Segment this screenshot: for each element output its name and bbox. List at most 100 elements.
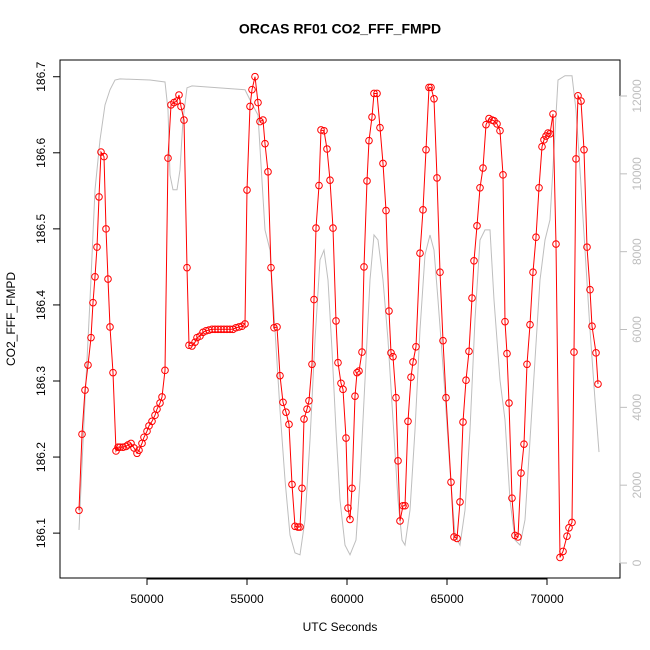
data-point xyxy=(312,224,320,232)
data-point xyxy=(296,523,304,531)
data-point xyxy=(334,358,342,367)
data-point xyxy=(568,518,576,527)
data-point xyxy=(517,469,525,477)
data-point xyxy=(358,348,366,356)
data-point xyxy=(205,326,213,334)
data-point xyxy=(243,186,251,194)
x-axis-label: UTC Seconds xyxy=(303,620,378,634)
y-tick-label: 186.7 xyxy=(34,61,48,91)
data-point xyxy=(493,120,501,128)
data-point xyxy=(588,322,596,331)
data-point xyxy=(365,136,373,145)
data-point xyxy=(185,341,193,350)
data-point xyxy=(346,515,354,524)
x-tick-label: 50000 xyxy=(130,592,164,606)
data-point xyxy=(453,534,461,543)
data-point xyxy=(419,206,427,214)
data-point xyxy=(447,478,455,486)
data-point xyxy=(298,484,306,493)
data-point xyxy=(399,501,407,510)
data-point xyxy=(505,399,513,407)
y2-tick-label: 8000 xyxy=(630,238,644,265)
data-point xyxy=(592,349,600,357)
data-point xyxy=(538,142,546,151)
data-point xyxy=(267,263,275,272)
data-point xyxy=(570,348,578,356)
data-point xyxy=(499,171,507,179)
data-point xyxy=(303,405,311,413)
data-point xyxy=(102,225,110,233)
series-line xyxy=(78,75,600,557)
y-tick-label: 186.4 xyxy=(34,290,48,320)
data-point xyxy=(251,72,259,81)
data-point xyxy=(109,368,117,377)
data-point xyxy=(223,325,231,334)
data-point xyxy=(526,320,534,329)
data-point xyxy=(427,83,435,92)
y2-tick-label: 6000 xyxy=(630,316,644,343)
data-point xyxy=(294,523,302,531)
data-point xyxy=(248,85,256,94)
data-point xyxy=(104,275,112,283)
data-point xyxy=(529,268,537,277)
data-point xyxy=(270,323,278,332)
y2-tick-label: 0 xyxy=(630,559,644,566)
data-point xyxy=(191,338,199,346)
data-point xyxy=(116,443,124,451)
x-tick-label: 55000 xyxy=(230,592,264,606)
data-point xyxy=(425,83,433,92)
x-tick-label: 70000 xyxy=(530,592,564,606)
data-point xyxy=(594,380,602,388)
data-point xyxy=(285,420,293,429)
data-point xyxy=(78,430,86,439)
data-point xyxy=(514,533,522,541)
data-point xyxy=(317,126,325,134)
data-point xyxy=(300,415,308,423)
data-point xyxy=(523,360,531,369)
data-point xyxy=(148,417,156,426)
data-point xyxy=(368,113,376,121)
data-point xyxy=(326,176,334,184)
data-point xyxy=(315,181,323,190)
data-point xyxy=(546,129,554,138)
data-point xyxy=(329,224,337,232)
data-point xyxy=(385,307,393,315)
data-point xyxy=(217,325,225,334)
y-tick-label: 186.1 xyxy=(34,518,48,548)
data-point xyxy=(112,447,120,455)
data-point xyxy=(344,504,352,512)
data-point xyxy=(208,325,216,334)
data-point xyxy=(387,349,395,357)
data-point xyxy=(382,206,390,215)
data-point xyxy=(320,126,328,135)
data-point xyxy=(412,342,420,351)
data-point xyxy=(482,120,490,129)
data-point xyxy=(279,398,287,407)
data-point xyxy=(433,174,441,182)
data-point xyxy=(496,126,504,135)
data-point xyxy=(183,263,191,272)
data-point xyxy=(470,257,478,265)
data-point xyxy=(164,154,172,162)
data-point xyxy=(114,443,122,451)
y2-tick-label: 4000 xyxy=(630,394,644,421)
data-point xyxy=(360,263,368,271)
data-point xyxy=(264,168,272,176)
data-point xyxy=(235,323,243,331)
data-point xyxy=(342,434,350,442)
data-point xyxy=(241,320,249,328)
y-axis-label: CO2_FFF_FMPD xyxy=(4,272,18,366)
data-point xyxy=(389,352,397,361)
y-tick-label: 186.3 xyxy=(34,366,48,396)
data-point xyxy=(291,522,299,531)
data-point xyxy=(430,94,438,103)
data-point xyxy=(143,427,151,435)
chart-title: ORCAS RF01 CO2_FFF_FMPD xyxy=(239,21,441,37)
data-point xyxy=(456,498,464,506)
data-point xyxy=(476,183,484,192)
data-point xyxy=(392,393,400,402)
data-point xyxy=(273,323,281,331)
data-point xyxy=(376,123,384,132)
data-point xyxy=(93,243,101,251)
